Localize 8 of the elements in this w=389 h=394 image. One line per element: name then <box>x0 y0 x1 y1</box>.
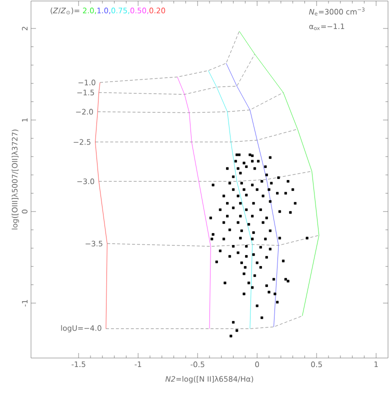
line-series <box>100 30 240 83</box>
line-series <box>97 92 284 113</box>
line-series <box>239 30 320 316</box>
line-series <box>106 235 320 247</box>
line-series <box>208 70 253 329</box>
line-series <box>226 63 279 328</box>
line-series <box>98 54 255 95</box>
line-series <box>177 76 211 329</box>
